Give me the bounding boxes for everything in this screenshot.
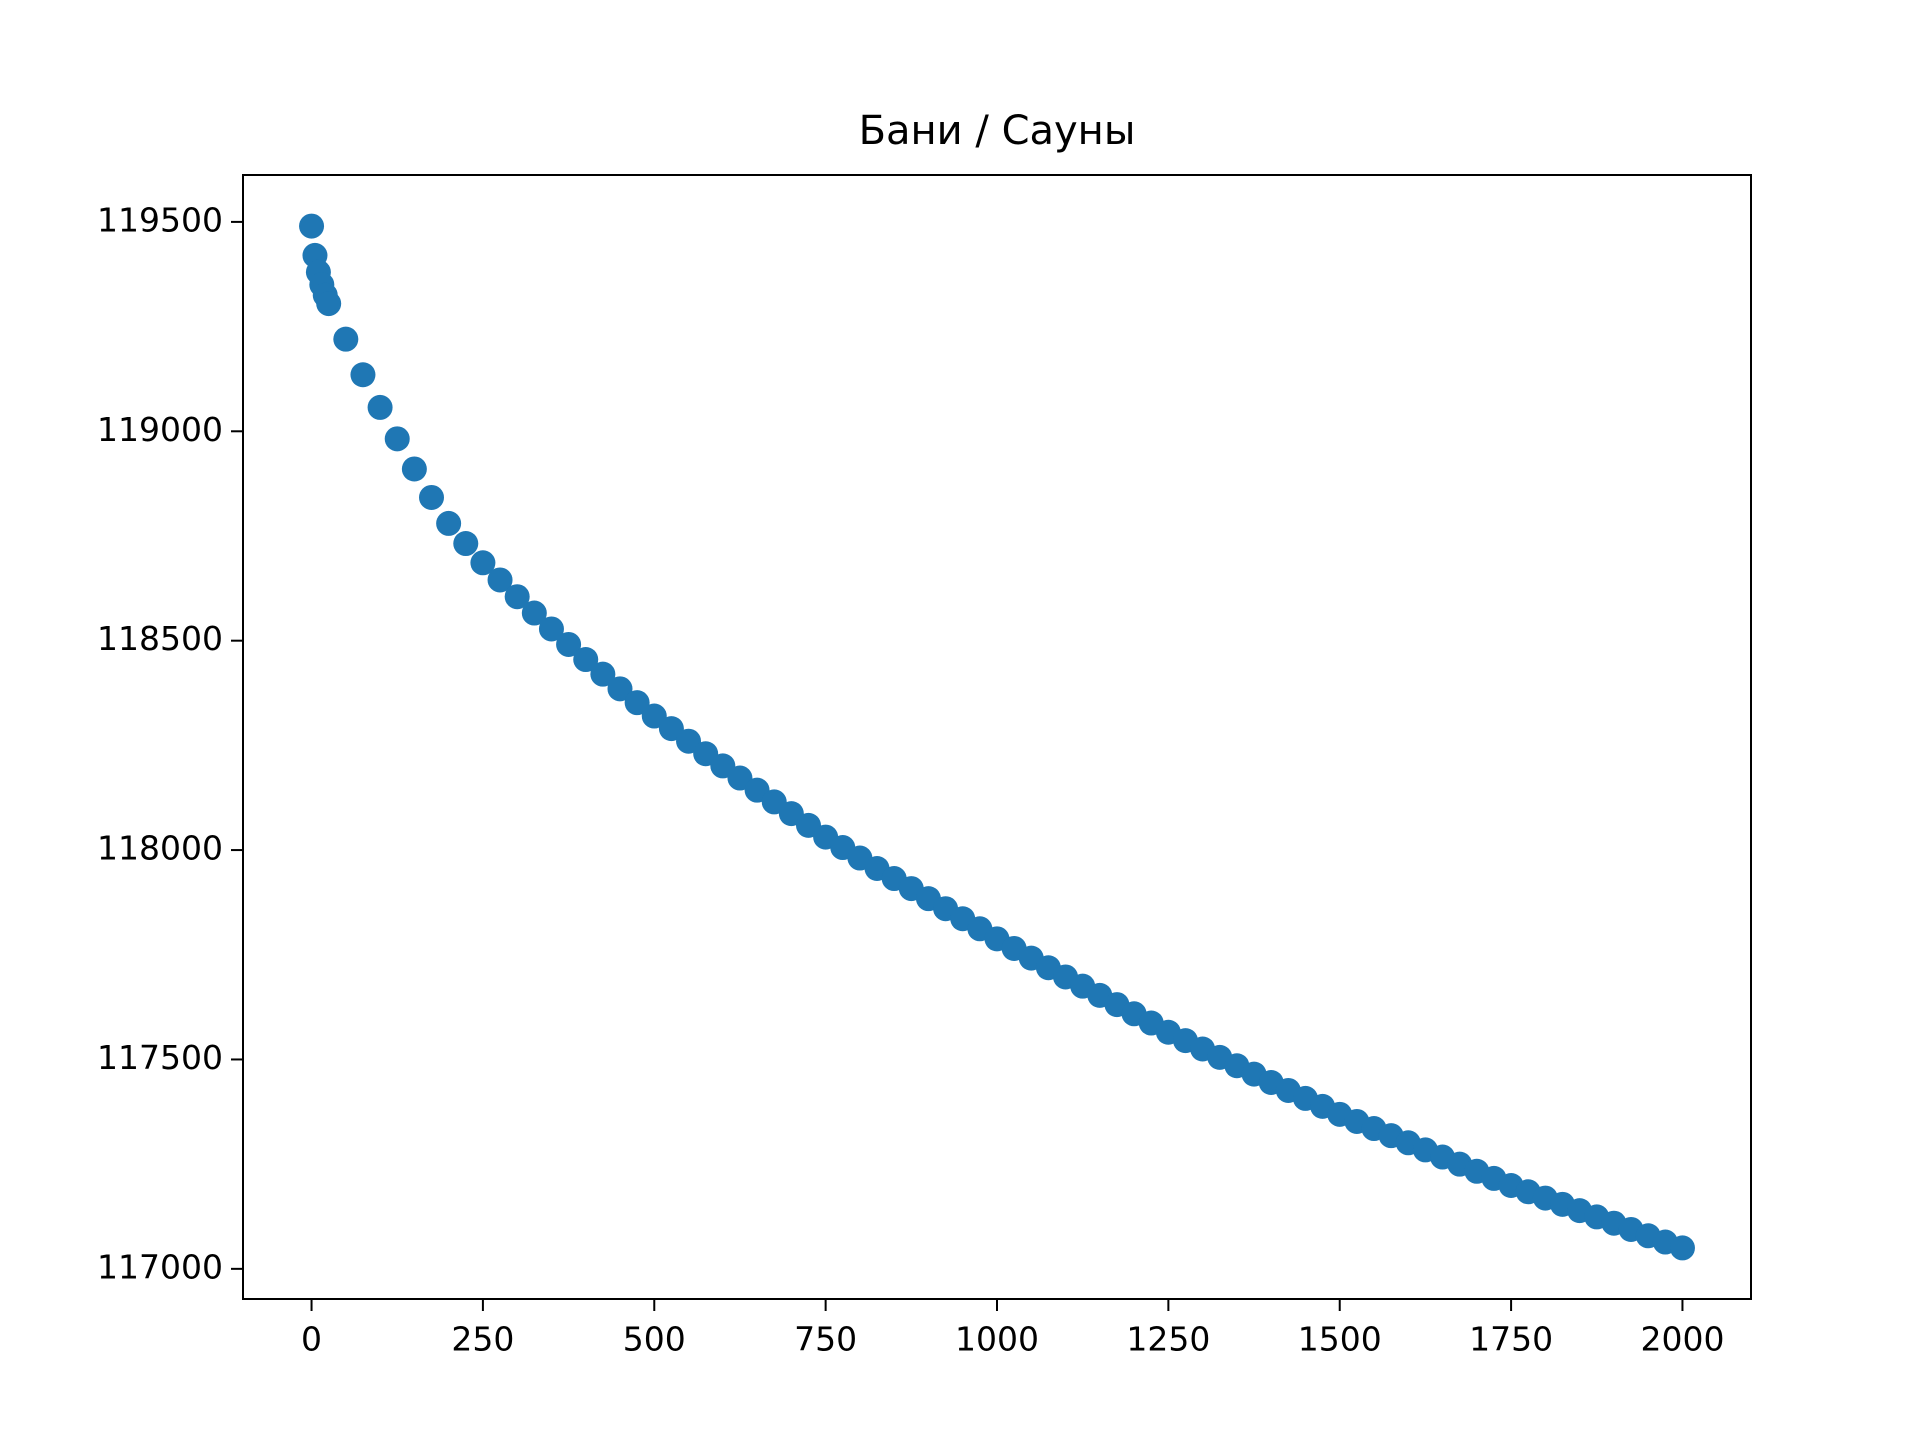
point (401, 456, 427, 482)
y-tick-label: 117500 (97, 1038, 223, 1077)
point (504, 584, 530, 610)
x-tick-label: 500 (623, 1320, 686, 1359)
point (299, 213, 325, 239)
x-tick-label: 1750 (1469, 1320, 1553, 1359)
point (641, 703, 667, 729)
point (521, 600, 547, 626)
point (556, 631, 582, 657)
chart-title: Бани / Сауны (859, 108, 1136, 154)
x-tick-label: 1250 (1126, 1320, 1210, 1359)
point (1669, 1235, 1695, 1261)
x-tick-label: 1500 (1298, 1320, 1382, 1359)
point (384, 426, 410, 452)
point (607, 676, 633, 702)
y-tick-label: 118500 (97, 619, 223, 658)
y-tick-label: 118000 (97, 829, 223, 868)
point (350, 362, 376, 388)
x-tick-label: 2000 (1640, 1320, 1724, 1359)
point (590, 661, 616, 687)
point (658, 716, 684, 742)
x-tick-label: 750 (794, 1320, 857, 1359)
point (538, 616, 564, 642)
point (436, 510, 462, 536)
y-tick-label: 119000 (97, 410, 223, 449)
point (367, 394, 393, 420)
point (676, 728, 702, 754)
point (487, 567, 513, 593)
y-tick-label: 117000 (97, 1247, 223, 1286)
x-tick-label: 1000 (955, 1320, 1039, 1359)
plot-frame (242, 174, 1752, 1300)
point (453, 531, 479, 557)
x-tick-label: 250 (451, 1320, 514, 1359)
point (316, 291, 342, 317)
y-tick-label: 119500 (97, 200, 223, 239)
x-tick-label: 0 (301, 1320, 322, 1359)
point (333, 326, 359, 352)
point (419, 484, 444, 510)
point (470, 550, 496, 576)
point (624, 690, 650, 716)
point (573, 647, 599, 673)
